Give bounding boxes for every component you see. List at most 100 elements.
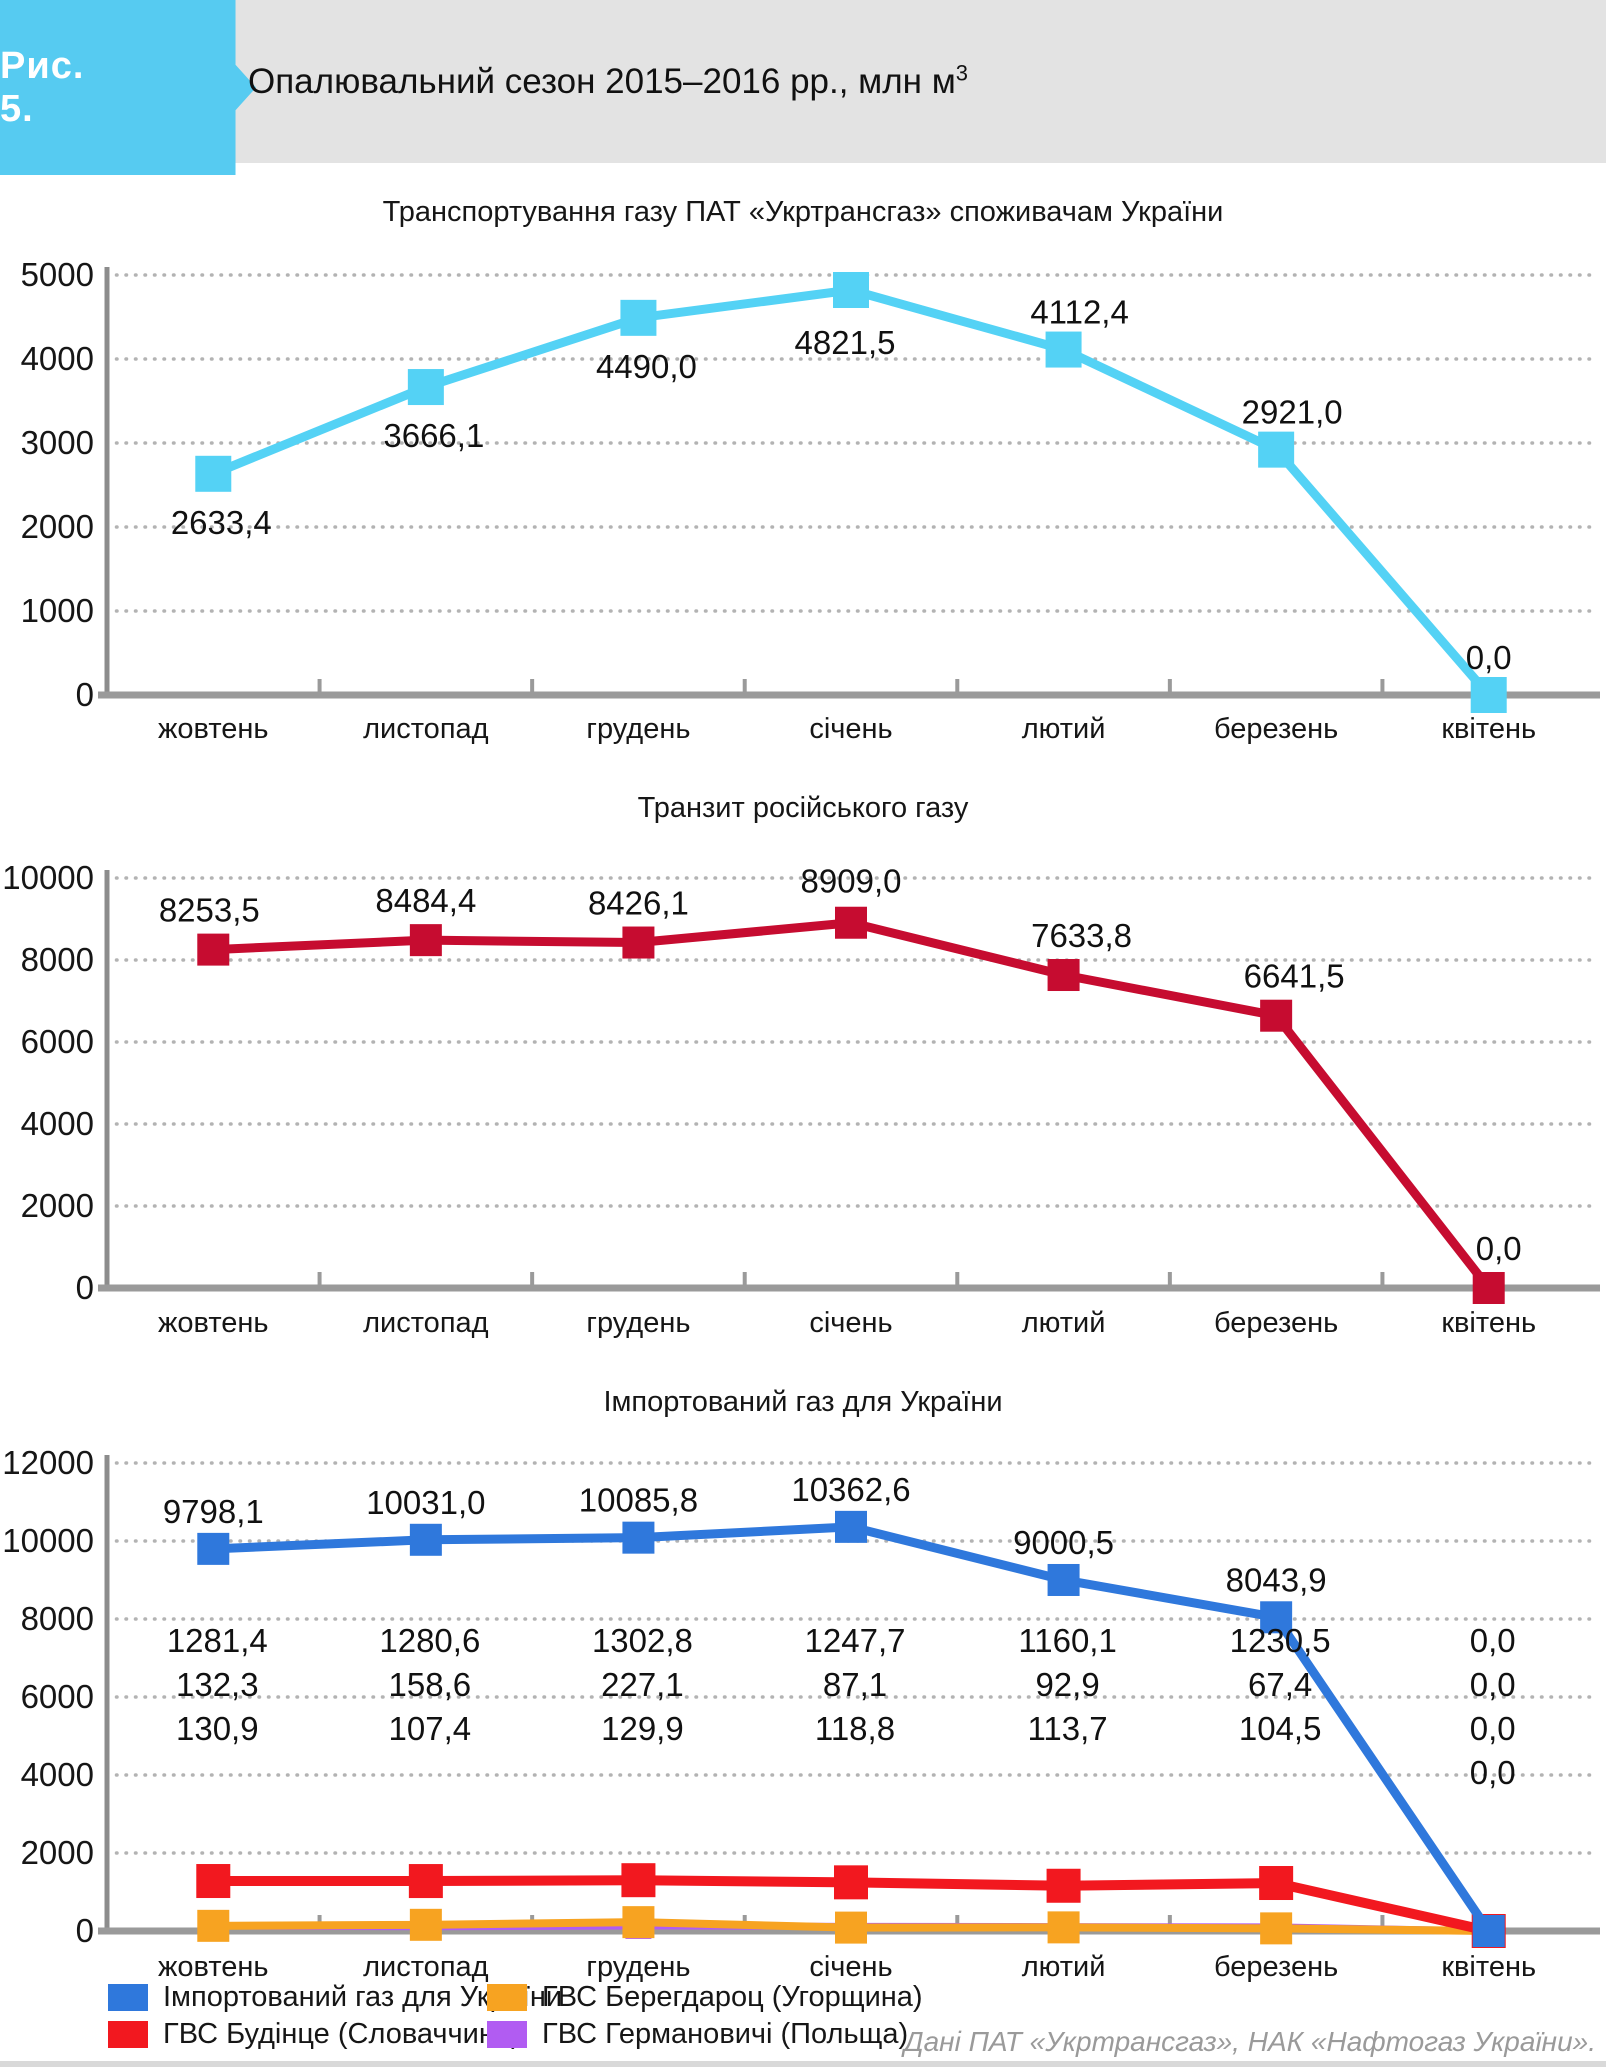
data-point-marker	[197, 1532, 230, 1565]
data-point-marker	[1259, 1866, 1294, 1901]
data-label: 0,0	[1466, 639, 1512, 676]
figure-number: Рис. 5.	[0, 44, 85, 130]
series-2	[197, 1906, 1505, 1947]
data-point-marker	[195, 455, 232, 492]
legend-item-beregdaroc: ГВС Берегдароц (Угорщина)	[487, 1980, 923, 2013]
data-point-marker	[408, 1864, 443, 1899]
data-label: 10362,6	[791, 1471, 910, 1508]
data-label: 0,0	[1476, 1230, 1522, 1267]
data-source-note: Дані ПАТ «Укртрансгаз», НАК «Нафтогаз Ук…	[903, 2026, 1596, 2057]
data-label: 2633,4	[171, 504, 272, 541]
y-tick-label: 4000	[21, 340, 94, 377]
data-label: 6641,5	[1244, 958, 1345, 995]
y-tick-label: 0	[76, 1269, 94, 1306]
data-label: 7633,8	[1031, 917, 1132, 954]
y-tick-label: 5000	[21, 256, 94, 293]
data-point-marker	[409, 1523, 442, 1556]
data-point-marker	[620, 299, 657, 336]
data-point-marker	[1047, 959, 1080, 992]
data-label: 118,8	[815, 1710, 895, 1747]
data-label: 104,5	[1239, 1710, 1322, 1747]
x-category-label: лютий	[1022, 713, 1106, 745]
data-point-marker	[621, 1863, 656, 1898]
data-point-marker	[409, 1908, 442, 1941]
series-0	[197, 1510, 1505, 1947]
legend-item-hermanovychi: ГВС Германовичі (Польща)	[487, 2018, 908, 2050]
data-label: 8426,1	[588, 885, 689, 922]
x-category-label: березень	[1214, 713, 1338, 745]
transport-chart-title: Транспортування газу ПАТ «Укртрансгаз» с…	[382, 196, 1224, 228]
data-label: 8909,0	[801, 863, 902, 900]
data-point-marker	[622, 1906, 655, 1939]
data-label: 87,1	[823, 1666, 887, 1703]
x-category-label: березень	[1214, 1951, 1338, 1983]
data-label: 1280,6	[379, 1622, 480, 1659]
legend-label-beregdaroc: ГВС Берегдароц (Угорщина)	[542, 1980, 923, 2013]
gridlines	[105, 876, 1597, 1208]
data-label: 4821,5	[795, 324, 896, 361]
x-category-label: листопад	[363, 713, 489, 745]
legend-swatch-imported-gas	[108, 1983, 148, 2011]
data-label: 1302,8	[592, 1622, 693, 1659]
x-category-label: грудень	[586, 1307, 690, 1339]
data-label: 0,0	[1470, 1710, 1516, 1747]
y-tick-label: 2000	[21, 1834, 94, 1871]
legend-item-budince: ГВС Будінце (Словаччина)	[108, 2017, 521, 2050]
data-label: 0,0	[1470, 1622, 1516, 1659]
transit-chart-title: Транзит російського газу	[637, 792, 969, 824]
y-tick-label: 6000	[21, 1023, 94, 1060]
import-chart-title: Імпортований газ для України	[603, 1386, 1003, 1418]
header-strip	[0, 0, 1606, 163]
data-point-marker	[834, 1865, 868, 1900]
data-point-marker	[835, 906, 867, 939]
legend-label-budince: ГВС Будінце (Словаччина)	[163, 2017, 521, 2050]
data-label: 129,9	[601, 1710, 684, 1747]
transit-chart: 0 2000 4000 6000 8000 10000 жовтень листопад гру…	[2, 859, 1600, 1339]
x-category-label: квітень	[1441, 713, 1536, 745]
x-category-label: січень	[809, 713, 892, 745]
figure-title-superscript: 3	[955, 59, 969, 85]
data-label: 1247,7	[805, 1622, 906, 1659]
data-point-marker	[835, 1510, 867, 1543]
data-point-marker	[835, 1911, 867, 1944]
data-point-marker	[1472, 1915, 1505, 1947]
data-point-marker	[622, 1521, 655, 1554]
data-label: 10031,0	[366, 1484, 485, 1521]
transport-chart: 0 1000 2000 3000 4000 5000 жовтень листопад груд…	[21, 256, 1600, 745]
y-tick-label: 3000	[21, 424, 94, 461]
data-point-marker	[1470, 677, 1507, 713]
data-point-marker	[622, 926, 655, 959]
data-label: 132,3	[176, 1666, 259, 1703]
data-point-marker	[1047, 1563, 1080, 1596]
data-label: 107,4	[389, 1710, 472, 1747]
x-category-label: жовтень	[158, 1951, 269, 1983]
data-label: 8484,4	[375, 882, 476, 919]
data-label: 67,4	[1248, 1666, 1312, 1703]
data-point-marker	[1260, 999, 1293, 1032]
y-tick-label: 1000	[21, 592, 94, 629]
x-category-label: лютий	[1022, 1307, 1106, 1339]
y-tick-label: 0	[76, 676, 94, 713]
data-point-marker	[1258, 431, 1295, 468]
x-category-label: січень	[809, 1307, 892, 1339]
x-category-label: лютий	[1022, 1951, 1106, 1983]
y-tick-label: 6000	[21, 1678, 94, 1715]
legend-swatch-budince	[108, 2020, 148, 2048]
data-point-marker	[407, 369, 444, 406]
data-label: 1160,1	[1018, 1622, 1116, 1659]
data-label: 2921,0	[1242, 394, 1343, 431]
data-label: 92,9	[1035, 1666, 1099, 1703]
x-category-label: грудень	[586, 1951, 690, 1983]
data-label: 1230,5	[1230, 1622, 1331, 1659]
data-point-marker	[1046, 1868, 1081, 1903]
data-point-marker	[196, 1864, 231, 1899]
y-tick-label: 8000	[21, 1600, 94, 1637]
data-point-marker	[197, 1909, 230, 1942]
data-label: 10085,8	[579, 1482, 698, 1519]
import-chart: 0 2000 4000 6000 8000 10000 12000 жовтень листоп…	[2, 1444, 1600, 1983]
data-label: 8253,5	[159, 892, 260, 929]
data-label: 0,0	[1470, 1666, 1516, 1703]
bottom-rule	[0, 2061, 1606, 2067]
y-tick-label: 12000	[2, 1444, 94, 1481]
